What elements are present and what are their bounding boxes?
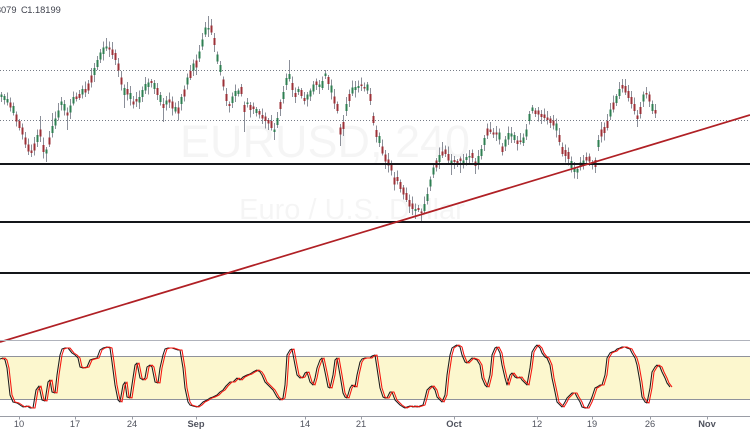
svg-text:8079C1.18199: 8079C1.18199 bbox=[0, 5, 61, 15]
svg-text:12: 12 bbox=[532, 419, 542, 429]
svg-text:EURUSD, 240: EURUSD, 240 bbox=[180, 116, 470, 167]
svg-text:10: 10 bbox=[14, 419, 24, 429]
svg-text:26: 26 bbox=[645, 419, 655, 429]
svg-text:21: 21 bbox=[356, 419, 366, 429]
svg-text:Nov: Nov bbox=[698, 419, 716, 429]
svg-text:24: 24 bbox=[127, 419, 137, 429]
svg-text:Sep: Sep bbox=[187, 419, 204, 429]
svg-text:Oct: Oct bbox=[446, 419, 462, 429]
svg-text:14: 14 bbox=[300, 419, 310, 429]
svg-text:17: 17 bbox=[70, 419, 80, 429]
svg-text:19: 19 bbox=[587, 419, 597, 429]
